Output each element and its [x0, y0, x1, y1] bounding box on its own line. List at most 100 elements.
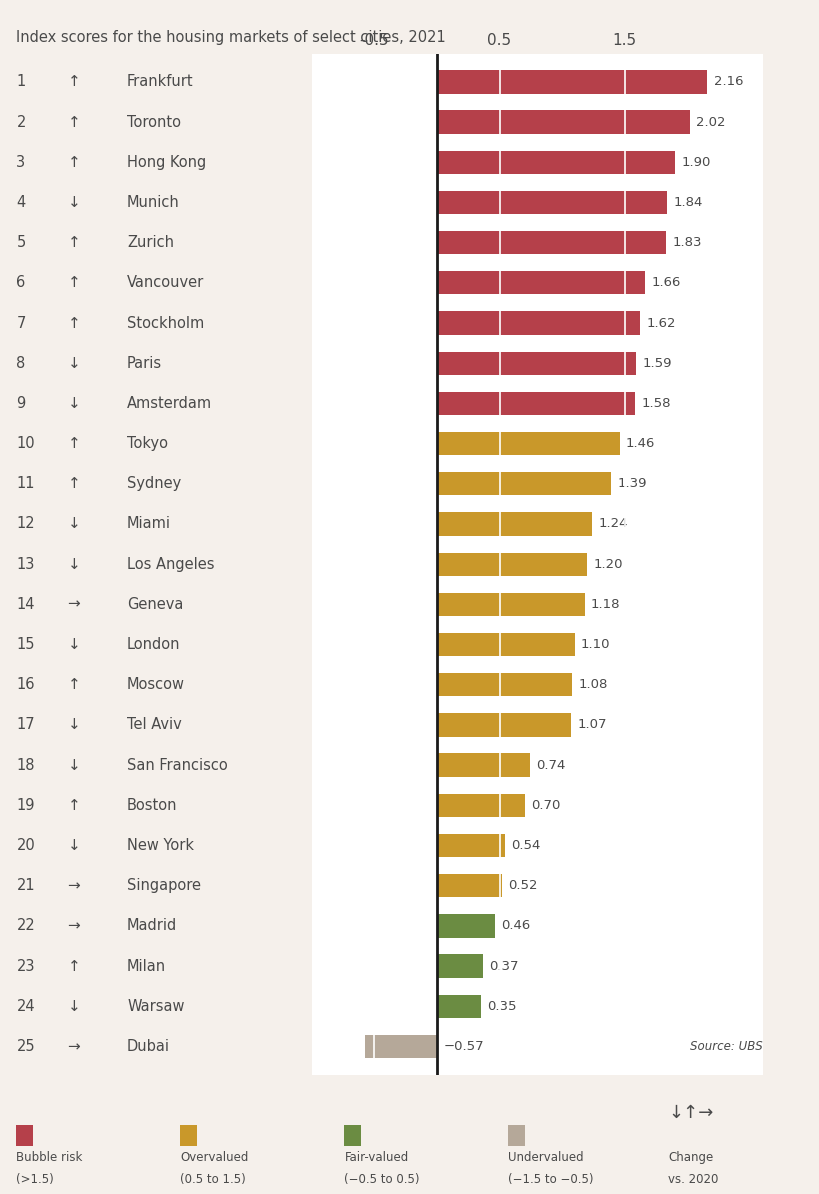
- Text: →: →: [67, 1039, 80, 1054]
- Text: Frankfurt: Frankfurt: [127, 74, 193, 90]
- Text: Sydney: Sydney: [127, 476, 181, 491]
- Text: Tokyo: Tokyo: [127, 436, 168, 451]
- Text: 1.84: 1.84: [673, 196, 702, 209]
- Text: (0.5 to 1.5): (0.5 to 1.5): [180, 1173, 246, 1186]
- Text: Fair-valued: Fair-valued: [344, 1151, 408, 1164]
- Text: ↓: ↓: [67, 556, 80, 572]
- Text: ↓: ↓: [67, 718, 80, 732]
- Text: 1.08: 1.08: [577, 678, 607, 691]
- Text: 0.74: 0.74: [535, 758, 564, 771]
- Text: 4: 4: [16, 195, 25, 210]
- Text: →: →: [67, 918, 80, 934]
- Text: 0.52: 0.52: [508, 879, 537, 892]
- Text: 1.07: 1.07: [577, 719, 606, 732]
- Bar: [437, 271, 644, 295]
- Text: ↑: ↑: [67, 235, 80, 250]
- Text: 18: 18: [16, 758, 35, 773]
- Text: 9: 9: [16, 396, 25, 411]
- Text: Moscow: Moscow: [127, 677, 185, 693]
- Bar: [437, 753, 529, 777]
- Text: ↑: ↑: [67, 436, 80, 451]
- Text: 0.54: 0.54: [510, 839, 540, 853]
- Text: 6: 6: [16, 276, 25, 290]
- Text: Vancouver: Vancouver: [127, 276, 204, 290]
- Text: Singapore: Singapore: [127, 879, 201, 893]
- Text: 1.58: 1.58: [640, 396, 670, 410]
- Text: Source: UBS: Source: UBS: [689, 1040, 762, 1053]
- Text: ↑: ↑: [67, 959, 80, 973]
- Text: 1.24: 1.24: [598, 517, 627, 530]
- Text: ↑: ↑: [67, 315, 80, 331]
- Text: 0.37: 0.37: [489, 960, 518, 973]
- Bar: [437, 553, 586, 576]
- Bar: [365, 1035, 437, 1058]
- Text: Amsterdam: Amsterdam: [127, 396, 212, 411]
- Text: 0.35: 0.35: [486, 999, 516, 1013]
- Bar: [437, 512, 591, 536]
- Text: Stockholm: Stockholm: [127, 315, 204, 331]
- Text: Dubai: Dubai: [127, 1039, 170, 1054]
- Text: 20: 20: [16, 838, 35, 853]
- Bar: [437, 191, 667, 214]
- Text: ↓: ↓: [67, 638, 80, 652]
- Text: Hong Kong: Hong Kong: [127, 155, 206, 170]
- Text: 15: 15: [16, 638, 35, 652]
- Bar: [437, 351, 636, 375]
- Text: 2.02: 2.02: [695, 116, 725, 129]
- Text: Toronto: Toronto: [127, 115, 181, 130]
- Text: 2: 2: [16, 115, 25, 130]
- Text: New York: New York: [127, 838, 194, 853]
- Text: ↓: ↓: [67, 758, 80, 773]
- Text: 12: 12: [16, 517, 35, 531]
- Text: 24: 24: [16, 998, 35, 1014]
- Bar: [437, 230, 665, 254]
- Bar: [437, 794, 524, 817]
- Text: Overvalued: Overvalued: [180, 1151, 248, 1164]
- Text: San Francisco: San Francisco: [127, 758, 228, 773]
- Bar: [437, 954, 482, 978]
- Text: Madrid: Madrid: [127, 918, 177, 934]
- Text: 1.20: 1.20: [593, 558, 622, 571]
- Bar: [437, 432, 619, 455]
- Text: 1.59: 1.59: [641, 357, 671, 370]
- Text: Boston: Boston: [127, 798, 178, 813]
- Text: 1.83: 1.83: [672, 236, 701, 250]
- Text: →: →: [67, 597, 80, 611]
- Bar: [437, 110, 689, 134]
- Text: 25: 25: [16, 1039, 35, 1054]
- Text: ↑: ↑: [67, 476, 80, 491]
- Bar: [437, 472, 610, 496]
- Text: ↓↑→: ↓↑→: [667, 1104, 713, 1122]
- Text: 1.10: 1.10: [580, 638, 609, 651]
- Text: Change: Change: [667, 1151, 713, 1164]
- Text: 0.46: 0.46: [500, 919, 529, 933]
- Text: 1.39: 1.39: [617, 478, 646, 491]
- Text: 17: 17: [16, 718, 35, 732]
- Text: (>1.5): (>1.5): [16, 1173, 54, 1186]
- Bar: [437, 392, 634, 416]
- Text: (−0.5 to 0.5): (−0.5 to 0.5): [344, 1173, 419, 1186]
- Text: ↓: ↓: [67, 838, 80, 853]
- Text: 10: 10: [16, 436, 35, 451]
- Text: ↓: ↓: [67, 998, 80, 1014]
- Bar: [437, 70, 707, 93]
- Text: 19: 19: [16, 798, 35, 813]
- Text: Warsaw: Warsaw: [127, 998, 184, 1014]
- Text: Los Angeles: Los Angeles: [127, 556, 215, 572]
- Text: 23: 23: [16, 959, 35, 973]
- Text: 7: 7: [16, 315, 25, 331]
- Text: (−1.5 to −0.5): (−1.5 to −0.5): [508, 1173, 593, 1186]
- Text: Paris: Paris: [127, 356, 162, 370]
- Text: Miami: Miami: [127, 517, 171, 531]
- Text: −0.57: −0.57: [442, 1040, 483, 1053]
- Text: 1.46: 1.46: [625, 437, 654, 450]
- Text: Milan: Milan: [127, 959, 166, 973]
- Text: ↓: ↓: [67, 195, 80, 210]
- Text: ↓: ↓: [67, 396, 80, 411]
- Text: 8: 8: [16, 356, 25, 370]
- Text: ↓: ↓: [67, 517, 80, 531]
- Text: 14: 14: [16, 597, 35, 611]
- Text: ↓: ↓: [67, 356, 80, 370]
- Text: ↑: ↑: [67, 677, 80, 693]
- Text: vs. 2020: vs. 2020: [667, 1173, 717, 1186]
